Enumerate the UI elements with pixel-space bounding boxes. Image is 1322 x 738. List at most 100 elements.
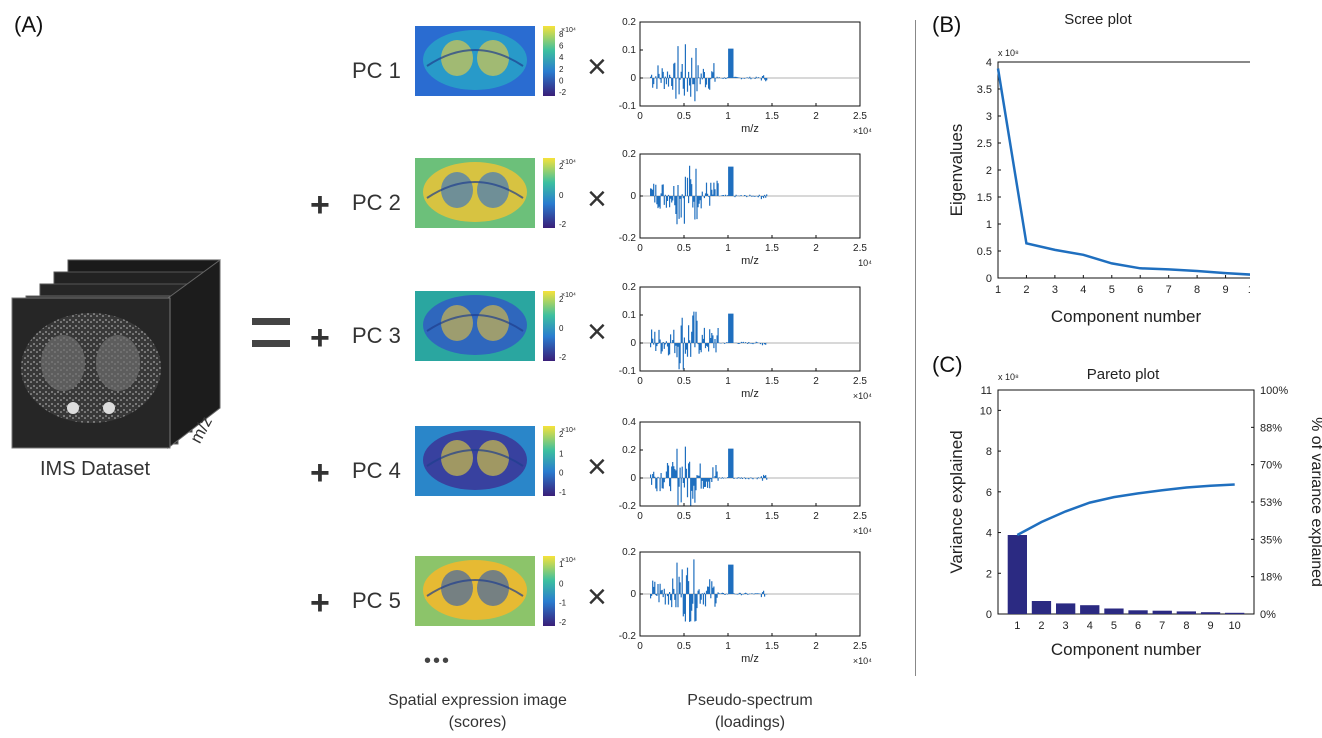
spectrum-frame (639, 286, 861, 372)
ims-dataset-label: IMS Dataset (40, 458, 151, 480)
scree-plot: Scree plot x 10⁸ 0 0.5 1 1.5 2 2.5 3 3.5 4 1 2 3 4 5 6… (947, 11, 1250, 326)
pc-label: PC 3 (352, 323, 401, 348)
plus-sign: + (310, 454, 330, 492)
spectrum-x-exponent: ×10⁴ (853, 126, 872, 136)
scree-x-tick-label: 9 (1222, 284, 1228, 296)
colorbar-tick-label: 8 (559, 30, 564, 39)
brain-right-region (477, 40, 509, 76)
pareto-y-right-tick-label: 100% (1260, 385, 1288, 397)
colorbar-tick-label: 1 (559, 449, 564, 458)
spectrum-x-exponent: ×10⁴ (853, 656, 872, 666)
scree-y-label: Eigenvalues (947, 124, 966, 217)
loadings-caption-line1: Pseudo-spectrum (687, 692, 813, 709)
colorbar-tick-label: 1 (559, 560, 564, 569)
spectrum-x-tick-label: 0.5 (677, 641, 691, 652)
spectrum-y-tick-label: 0.2 (622, 445, 636, 456)
pareto-y-label-right: % of variance explained (1308, 417, 1322, 587)
spectrum-x-tick-label: 2 (813, 111, 819, 122)
loadings-caption-line2: (loadings) (714, 714, 786, 731)
colorbar-exponent: ×10⁴ (561, 427, 576, 434)
pareto-y-tick-label: 2 (986, 568, 992, 580)
spectrum-y-tick-label: 0.2 (622, 282, 636, 293)
spectrum-loadings (650, 44, 768, 102)
spectrum-x-tick-label: 2 (813, 641, 819, 652)
spectrum-x-tick-label: 0.5 (677, 111, 691, 122)
scree-y-tick-label: 2 (986, 165, 992, 177)
pareto-y-tick-label: 10 (980, 405, 992, 417)
pareto-bar (1080, 605, 1100, 614)
brain-cortex-line (426, 314, 524, 332)
colorbar-exponent: ×10⁴ (561, 557, 576, 564)
multiply-sign: × (587, 448, 607, 486)
pareto-title: Pareto plot (1087, 366, 1160, 383)
colorbar (543, 426, 555, 496)
spectrum-x-tick-label: 2.5 (853, 376, 867, 387)
pareto-y-label: Variance explained (947, 430, 966, 573)
brain-right-region (477, 172, 509, 208)
colorbar-tick-label: 2 (559, 430, 564, 439)
spectrum-plot: 0.40.20-0.20 0.5 1 1.5 2 2.5×10⁴ (619, 417, 872, 536)
spectrum-x-tick-label: 2 (813, 243, 819, 254)
colorbar-tick-label: 4 (559, 53, 564, 62)
spectrum-x-tick-label: 1.5 (765, 111, 779, 122)
spectrum-y-tick-label: -0.2 (619, 501, 637, 512)
spectrum-frame (639, 21, 861, 107)
colorbar-tick-label: 6 (559, 42, 564, 51)
scores-caption-line2: (scores) (448, 714, 507, 731)
pareto-y-exponent: x 10⁸ (998, 372, 1019, 382)
scree-line (996, 68, 1250, 276)
spectrum-y-tick-label: 0 (630, 73, 636, 84)
scree-x-label: Component number (1051, 307, 1202, 326)
pc-label: PC 1 (352, 58, 401, 83)
more-components-ellipsis: ••• (424, 650, 452, 672)
pareto-bar (1152, 610, 1172, 614)
spectrum-x-tick-label: 2 (813, 376, 819, 387)
brain-left-region (441, 440, 473, 476)
colorbar-tick-label: 0 (559, 76, 564, 85)
scree-x-tick-label: 8 (1194, 284, 1200, 296)
pareto-y-tick-label: 11 (981, 385, 992, 397)
pareto-y-tick-label: 0 (986, 609, 992, 621)
pareto-y-right-tick-label: 18% (1260, 572, 1282, 584)
multiply-sign: × (587, 313, 607, 351)
panel-label-c: (C) (932, 352, 963, 377)
spectrum-y-tick-label: 0.4 (622, 417, 636, 428)
panel-label-b: (B) (932, 12, 962, 37)
brain-left-region (441, 172, 473, 208)
colorbar-tick-label: 2 (559, 65, 564, 74)
spectrum-loadings (650, 446, 768, 506)
scree-x-tick-label: 4 (1080, 284, 1086, 296)
panel-label-a: (A) (14, 12, 44, 37)
brain-cortex-line (426, 181, 524, 199)
colorbar (543, 158, 555, 228)
pareto-y-right-tick-label: 35% (1260, 534, 1282, 546)
spectrum-x-tick-label: 0.5 (677, 376, 691, 387)
pareto-bar (1225, 612, 1245, 614)
multiply-sign: × (587, 578, 607, 616)
spectrum-y-tick-label: -0.1 (619, 101, 637, 112)
pareto-y-right-tick-label: 53% (1260, 497, 1282, 509)
brain-left-region (441, 40, 473, 76)
spectrum-x-exponent: 10⁴ (858, 258, 872, 268)
spectrum-x-tick-label: 1 (725, 641, 731, 652)
pareto-bar (1007, 535, 1027, 614)
spectrum-loadings (650, 311, 768, 370)
colorbar-exponent: ×10⁴ (561, 159, 576, 166)
spectrum-plot: 0.20.10-0.10 0.5 1 1.5 2 2.5m/z ×10⁴ (619, 282, 872, 401)
pareto-bar (1104, 608, 1124, 614)
scree-x-tick-label: 1 (995, 284, 1001, 296)
pareto-y-tick-label: 8 (986, 446, 992, 458)
panel-divider (915, 20, 916, 676)
spectrum-x-tick-label: 1.5 (765, 641, 779, 652)
pareto-plot: Pareto plot x 10⁸ 0 2 4 6 8 10 11 0% 18% 35% 53% 70… (947, 366, 1322, 659)
spectrum-y-tick-label: -0.2 (619, 631, 637, 642)
spectrum-x-tick-label: 2 (813, 511, 819, 522)
pareto-y-tick-label: 4 (986, 528, 992, 540)
spectrum-x-label: m/z (741, 255, 759, 267)
pareto-x-label: Component number (1051, 640, 1202, 659)
spectrum-frame (639, 421, 861, 507)
spectrum-plot: 0.20-0.20 0.5 1 1.5 2 2.5m/z ×10⁴ (619, 547, 872, 666)
